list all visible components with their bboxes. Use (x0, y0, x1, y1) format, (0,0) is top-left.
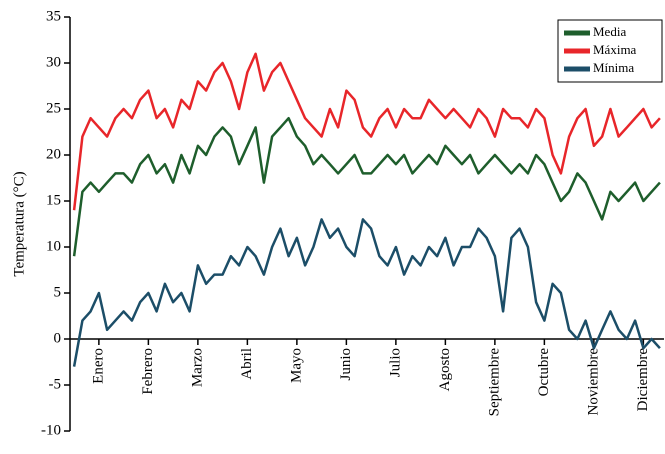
x-tick-label: Noviembre (585, 348, 601, 416)
series-line (72, 52, 661, 211)
y-tick-label: 30 (46, 54, 61, 70)
x-tick-label: Diciembre (635, 348, 651, 412)
x-tick-label: Junio (338, 348, 354, 381)
series-line (72, 116, 661, 257)
legend-label: Mínima (593, 60, 634, 75)
x-tick-label: Julio (387, 348, 403, 377)
y-axis-label: Temperatura (°C) (11, 171, 27, 276)
y-tick-label: 25 (46, 100, 61, 116)
x-tick-label: Enero (90, 348, 106, 384)
y-tick-label: -5 (49, 376, 62, 392)
y-tick-label: 0 (54, 330, 62, 346)
x-tick-label: Febrero (140, 348, 156, 395)
y-tick-label: -10 (41, 422, 61, 438)
legend-label: Media (593, 24, 626, 39)
y-tick-label: 20 (46, 146, 61, 162)
x-tick-label: Marzo (189, 348, 205, 387)
legend-label: Máxima (593, 42, 637, 57)
y-tick-label: 5 (54, 284, 62, 300)
x-tick-label: Octubre (536, 348, 552, 397)
series-line (72, 218, 661, 367)
x-tick-label: Agosto (437, 348, 453, 391)
y-tick-label: 10 (46, 238, 61, 254)
x-tick-label: Septiembre (486, 348, 502, 417)
x-tick-label: Mayo (288, 348, 304, 383)
y-tick-label: 15 (46, 192, 61, 208)
y-tick-label: 35 (46, 8, 61, 24)
x-tick-label: Abril (239, 348, 255, 380)
